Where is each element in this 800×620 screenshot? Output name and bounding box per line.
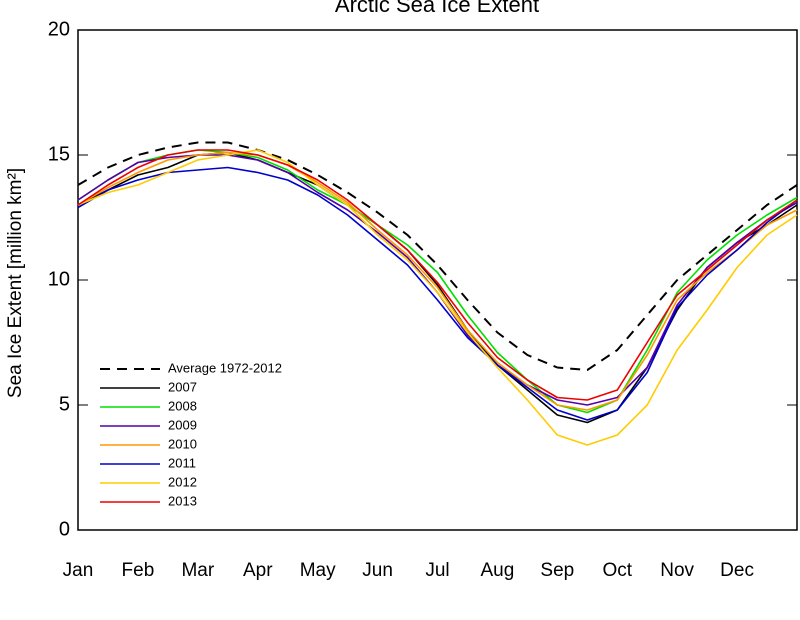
- series-line: [77, 151, 798, 411]
- x-tick-label: Oct: [602, 560, 632, 581]
- x-tick-label: Nov: [660, 560, 694, 581]
- y-tick-label: 5: [59, 393, 70, 415]
- legend-label: 2008: [168, 398, 197, 413]
- legend-label: 2013: [168, 493, 197, 508]
- x-tick-label: Sep: [540, 560, 574, 581]
- legend-label: Average 1972-2012: [168, 360, 282, 375]
- legend-label: 2012: [168, 474, 197, 489]
- legend-label: 2007: [168, 379, 197, 394]
- x-tick-label: Aug: [481, 560, 515, 581]
- y-tick-label: 15: [48, 143, 70, 165]
- x-tick-label: Mar: [181, 560, 214, 581]
- series-line: [77, 166, 798, 421]
- x-tick-label: Jan: [63, 560, 94, 581]
- legend-label: 2009: [168, 417, 197, 432]
- x-tick-label: Feb: [122, 560, 155, 581]
- chart-title: Arctic Sea Ice Extent: [335, 0, 539, 17]
- x-tick-label: May: [300, 560, 336, 581]
- x-tick-label: Jun: [362, 560, 393, 581]
- y-tick-label: 20: [48, 18, 70, 40]
- legend-label: 2011: [168, 455, 196, 470]
- x-tick-label: Apr: [243, 560, 273, 581]
- x-tick-label: Dec: [720, 560, 754, 581]
- x-tick-label: Jul: [425, 560, 449, 581]
- series-line: [77, 149, 798, 446]
- series-line: [77, 149, 798, 401]
- y-tick-label: 10: [48, 268, 70, 290]
- y-axis-label: Sea Ice Extent [million km²]: [5, 168, 26, 398]
- y-tick-label: 0: [59, 518, 70, 540]
- legend-label: 2010: [168, 436, 197, 451]
- series-line: [77, 141, 798, 371]
